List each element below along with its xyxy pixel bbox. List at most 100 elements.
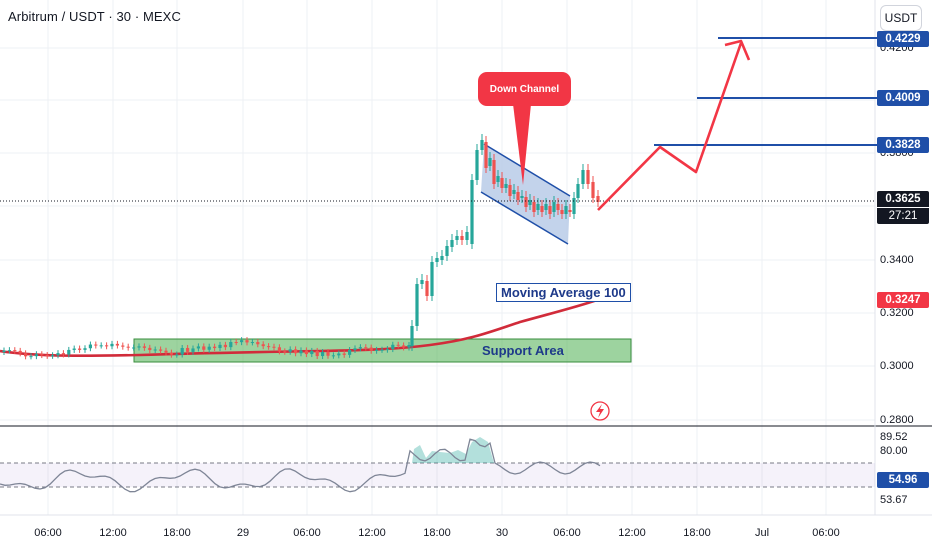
candle-body bbox=[35, 354, 38, 356]
target-price-tag-mid: 0.4009 bbox=[877, 90, 929, 106]
time-axis-label: 18:00 bbox=[677, 527, 717, 539]
rsi-band-background bbox=[0, 463, 875, 487]
candle-body bbox=[415, 284, 418, 326]
candle-body bbox=[540, 206, 543, 212]
candle-body bbox=[420, 280, 423, 284]
candle-body bbox=[425, 281, 428, 296]
candle-body bbox=[13, 350, 16, 351]
candle-body bbox=[460, 236, 463, 240]
candle-body bbox=[548, 206, 551, 214]
candle-body bbox=[470, 180, 473, 244]
candle-body bbox=[197, 346, 200, 348]
candle-body bbox=[2, 351, 5, 352]
candle-body bbox=[572, 198, 575, 214]
candle-body bbox=[56, 353, 59, 355]
candle-body bbox=[370, 348, 373, 351]
candle-body bbox=[186, 348, 189, 352]
candle-body bbox=[73, 349, 76, 350]
down-channel-callout[interactable]: Down Channel bbox=[478, 72, 571, 106]
target-price-tag-low: 0.3828 bbox=[877, 137, 929, 153]
candle-body bbox=[127, 347, 130, 348]
candle-body bbox=[100, 345, 103, 346]
candle-body bbox=[8, 350, 11, 351]
candle-body bbox=[488, 158, 491, 166]
candle-body bbox=[496, 176, 499, 182]
time-axis-label: 12:00 bbox=[93, 527, 133, 539]
candle-body bbox=[62, 353, 65, 354]
time-axis-label: 06:00 bbox=[28, 527, 68, 539]
candle-body bbox=[19, 351, 22, 353]
candle-body bbox=[132, 348, 135, 349]
candle-body bbox=[40, 354, 43, 355]
candle-body bbox=[520, 196, 523, 198]
candle-body bbox=[492, 160, 495, 184]
time-axis-label: 18:00 bbox=[417, 527, 457, 539]
price-axis-label: 0.3400 bbox=[880, 254, 914, 266]
candle-body bbox=[359, 347, 362, 348]
candle-body bbox=[524, 197, 527, 207]
rsi-axis-label: 53.67 bbox=[880, 494, 908, 506]
candle-body bbox=[24, 353, 27, 356]
candle-body bbox=[299, 350, 302, 353]
candle-body bbox=[586, 170, 589, 184]
candle-body bbox=[218, 345, 221, 348]
candle-body bbox=[289, 349, 292, 351]
candle-body bbox=[450, 240, 453, 247]
candle-body bbox=[568, 210, 571, 212]
candle-body bbox=[83, 348, 86, 350]
candle-body bbox=[245, 340, 248, 342]
candle-body bbox=[326, 352, 329, 356]
rsi-value-tag: 54.96 bbox=[877, 472, 929, 488]
candle-body bbox=[484, 142, 487, 168]
candle-body bbox=[154, 350, 157, 351]
candle-body bbox=[348, 350, 351, 355]
projection-arrow-path[interactable] bbox=[598, 43, 741, 210]
candle-body bbox=[332, 355, 335, 356]
candle-body bbox=[337, 354, 340, 356]
candle-body bbox=[440, 256, 443, 260]
rsi-axis-label: 80.00 bbox=[880, 445, 908, 457]
moving-average-price-tag: 0.3247 bbox=[877, 292, 929, 308]
candle-body bbox=[143, 346, 146, 347]
currency-button[interactable]: USDT bbox=[880, 5, 922, 31]
candle-body bbox=[564, 206, 567, 214]
lightning-icon[interactable] bbox=[591, 402, 609, 420]
candle-body bbox=[552, 202, 555, 212]
candle-body bbox=[46, 355, 49, 356]
candle-body bbox=[78, 349, 81, 350]
price-axis-label: 0.3000 bbox=[880, 360, 914, 372]
candle-body bbox=[181, 348, 184, 355]
candle-body bbox=[121, 346, 124, 347]
candle-body bbox=[343, 354, 346, 355]
candle-body bbox=[316, 351, 319, 356]
candle-body bbox=[560, 210, 563, 214]
candle-body bbox=[500, 178, 503, 188]
candle-body bbox=[305, 350, 308, 354]
candle-body bbox=[581, 170, 584, 184]
moving-average-label[interactable]: Moving Average 100 bbox=[496, 283, 631, 302]
candle-body bbox=[256, 342, 259, 344]
candle-body bbox=[235, 342, 238, 343]
support-area-label[interactable]: Support Area bbox=[482, 343, 564, 358]
symbol-title[interactable]: Arbitrum / USDT · 30 · MEXC bbox=[8, 9, 181, 24]
candle-body bbox=[191, 348, 194, 351]
candle-body bbox=[410, 326, 413, 346]
time-axis-label: 18:00 bbox=[157, 527, 197, 539]
time-axis-label: 06:00 bbox=[806, 527, 846, 539]
candle-body bbox=[321, 352, 324, 356]
candle-body bbox=[445, 246, 448, 256]
candle-body bbox=[380, 350, 383, 351]
candle-body bbox=[532, 202, 535, 212]
candle-body bbox=[224, 345, 227, 347]
candle-body bbox=[208, 347, 211, 350]
bar-countdown-tag: 27:21 bbox=[877, 208, 929, 224]
candle-body bbox=[391, 345, 394, 349]
candle-body bbox=[310, 351, 313, 354]
candle-body bbox=[51, 355, 54, 356]
target-price-tag-top: 0.4229 bbox=[877, 31, 929, 47]
candle-body bbox=[283, 351, 286, 352]
candle-body bbox=[480, 140, 483, 150]
candle-body bbox=[262, 344, 265, 346]
candle-body bbox=[397, 345, 400, 346]
